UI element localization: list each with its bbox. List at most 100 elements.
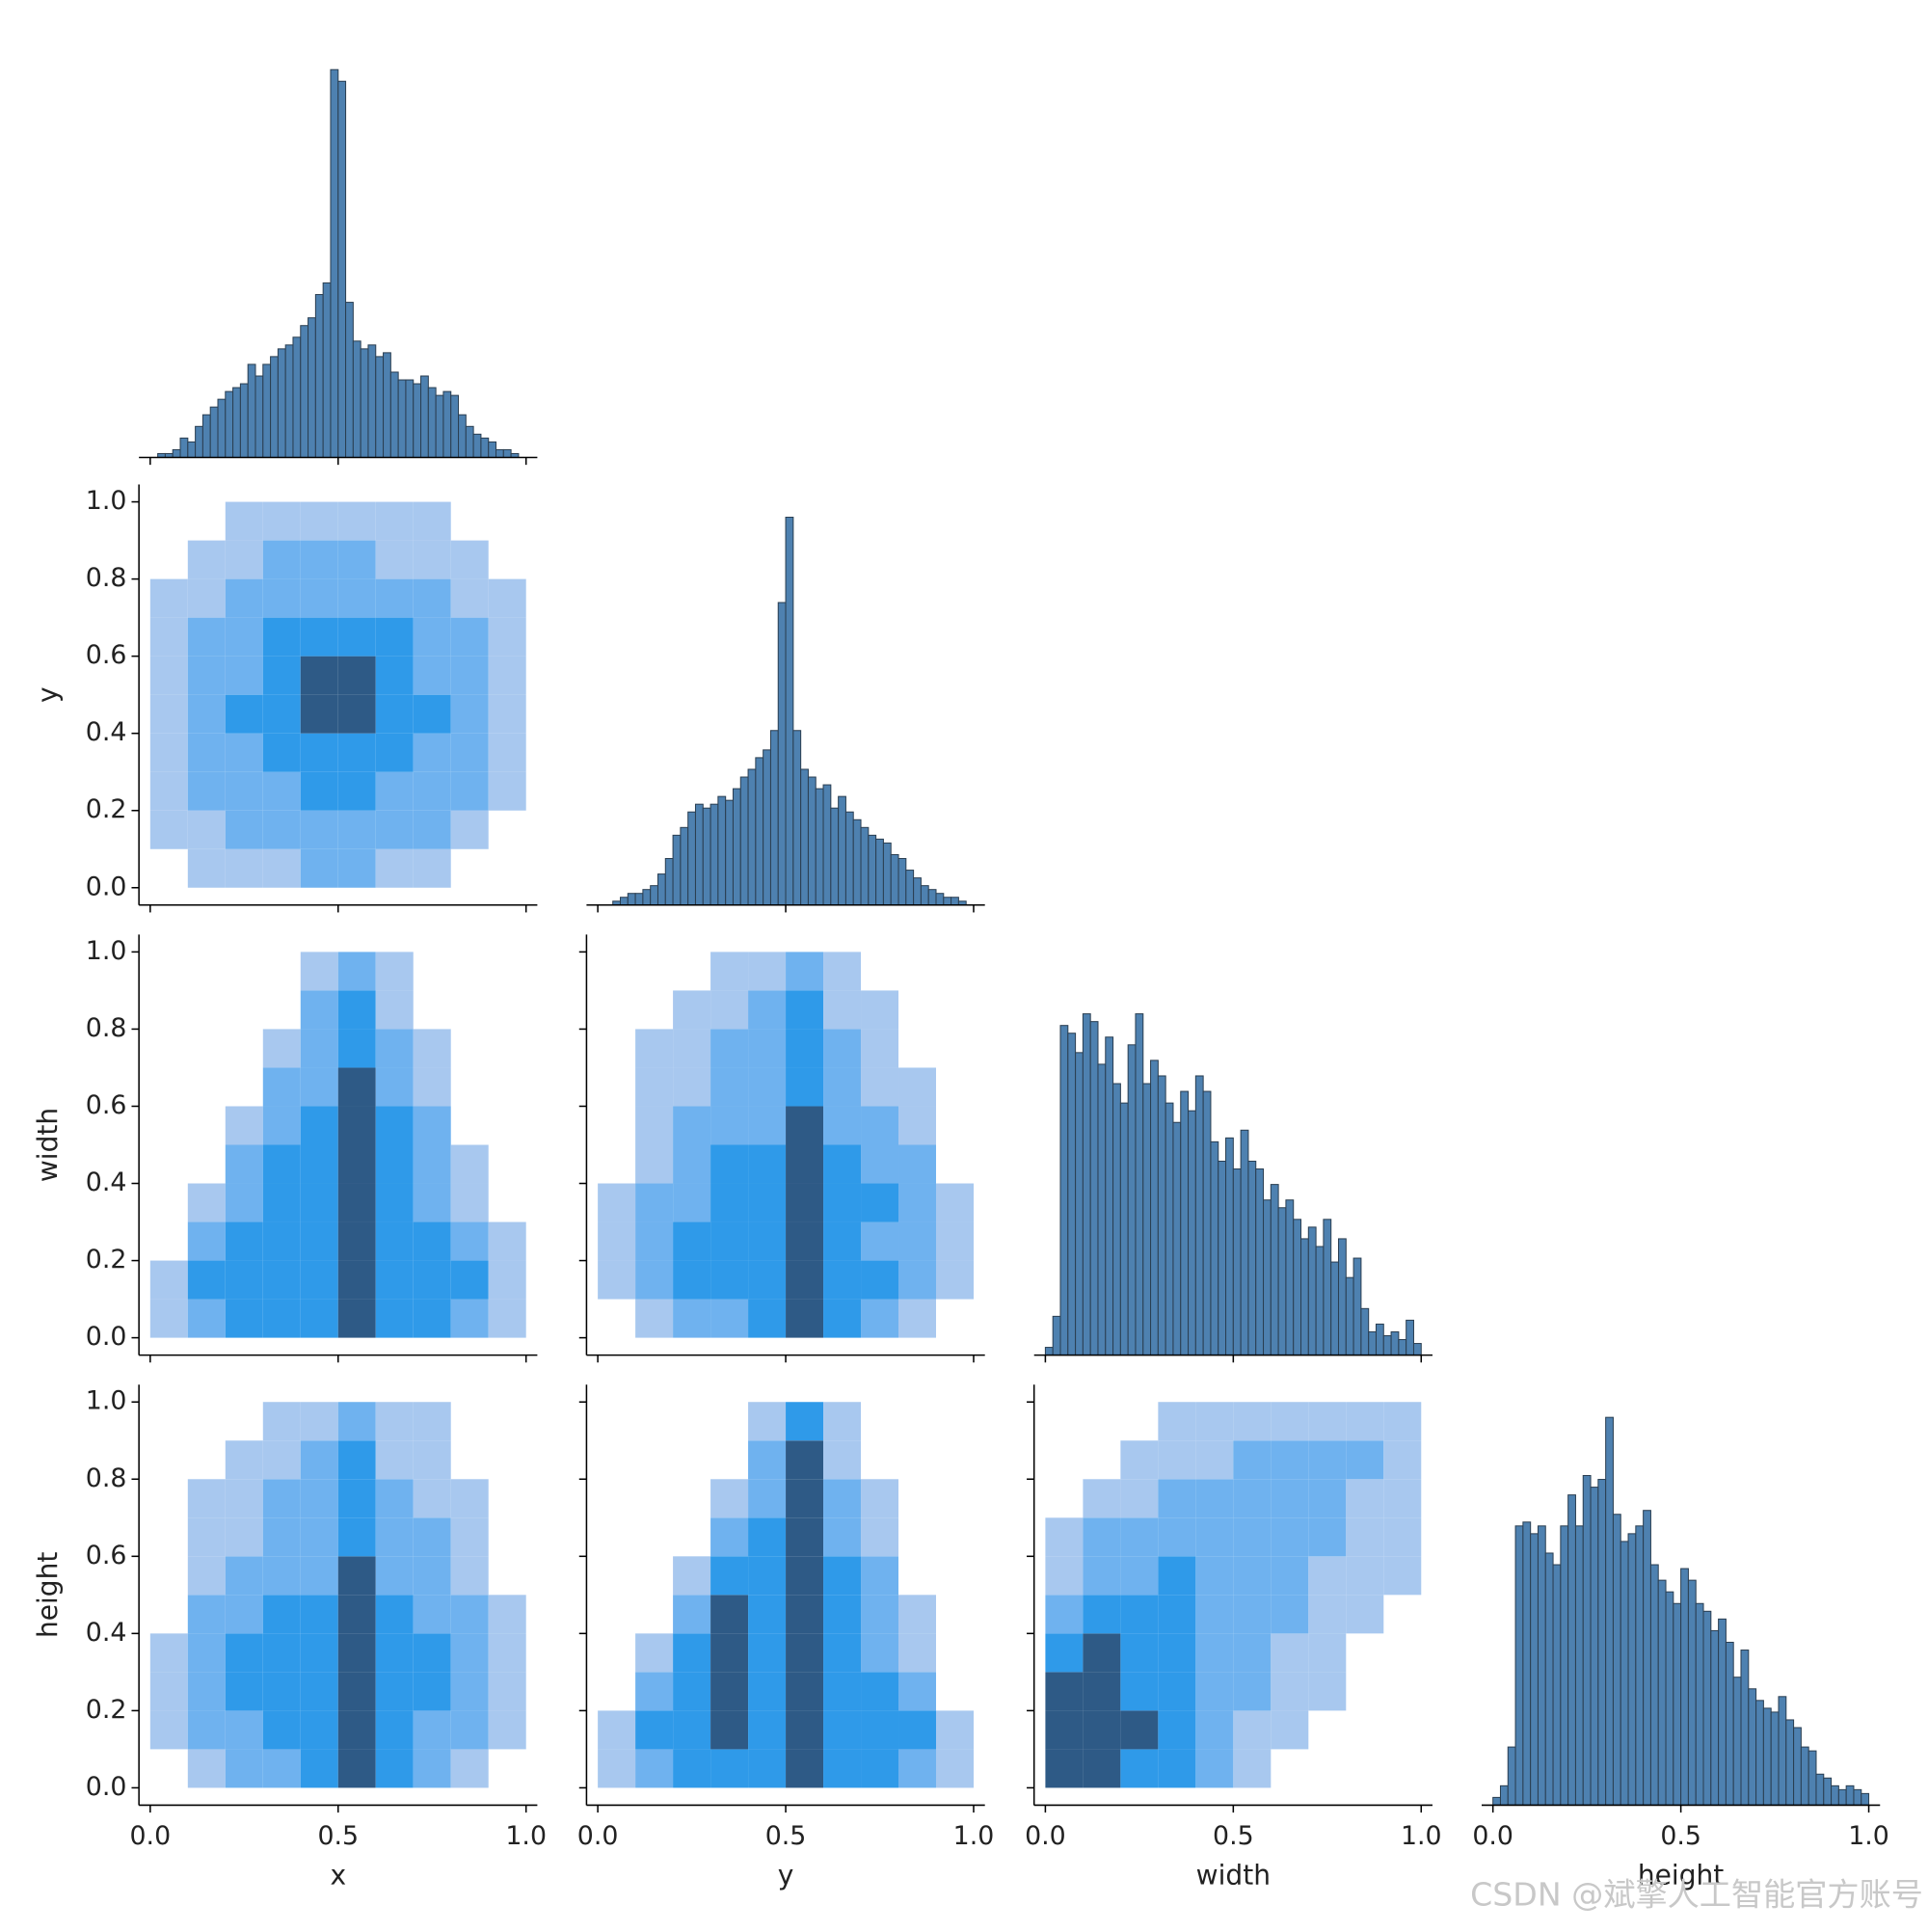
heatmap-cell [413,1183,451,1222]
heatmap-cell [823,1556,862,1596]
heatmap-cell [375,1299,414,1338]
heatmap-cell [450,617,489,657]
heatmap-cell [413,1299,451,1338]
heatmap-cell [1271,1402,1309,1441]
heatmap-cell [375,1106,414,1145]
hist-bar [1845,1784,1855,1806]
heatmap-cell [1308,1595,1347,1634]
heatmap-cell [450,1710,489,1750]
heatmap-cell [488,1595,526,1634]
hist-bar [943,897,952,906]
heatmap-cell [635,1299,674,1338]
hist-bar [1172,1121,1182,1356]
heatmap-cell [823,1479,862,1518]
heatmap-cell [413,1479,451,1518]
hist-bar [435,394,444,458]
heatmap-cell [1271,1440,1309,1480]
x-axis-label: x [330,1859,346,1891]
heatmap-cell [1120,1440,1159,1480]
hist-bar [1762,1707,1772,1806]
heatmap-cell [337,1402,376,1441]
heatmap-cell [861,1029,899,1068]
heatmap-cell [187,1595,226,1634]
y-axis-label: width [32,1108,64,1182]
heatmap-cell [635,1260,674,1300]
heatmap-cell [450,578,489,618]
heatmap-cell [710,1067,749,1107]
heatmap-cell [786,952,824,991]
hist-bar [1815,1773,1825,1806]
heatmap-cell [300,501,338,541]
heatmap-cell [149,1299,188,1338]
heatmap-cell [673,1221,711,1261]
heatmap-cell [1195,1556,1234,1596]
hist-bar [300,325,309,458]
hist-bar [232,387,241,459]
heatmap-cell [413,656,451,695]
heatmap-cell [149,1260,188,1300]
heatmap-cell [673,1672,711,1711]
heatmap-cell [300,952,338,991]
hist-bar [1853,1788,1862,1806]
hist-bar [672,834,682,906]
hist-bar [314,294,324,458]
hist-bar [1390,1330,1400,1356]
hist-bar [1574,1525,1584,1806]
hist-bar [458,414,467,458]
hist-bar [472,433,482,459]
hist-bar [1218,1160,1227,1356]
heatmap-cell [1233,1749,1272,1788]
heatmap-cell [786,1672,824,1711]
hist-bar [1785,1719,1795,1806]
heatmap-cell [262,578,301,618]
heatmap-cell [823,952,862,991]
heatmap-cell [710,1299,749,1338]
hist-bar [785,516,794,906]
heatmap-cell [1271,1595,1309,1634]
heatmap-cell [300,1106,338,1145]
heatmap-cell [786,1067,824,1107]
heatmap-cell [300,1221,338,1261]
heatmap-cell [1158,1672,1196,1711]
y-tick-label: 0.8 [86,1463,127,1493]
hist-bar [465,425,474,458]
x-tick-label: 1.0 [505,1821,547,1851]
heatmap-cell [300,617,338,657]
hist-bar [1552,1564,1562,1806]
heatmap-cell [337,810,376,849]
heatmap-cell [1158,1517,1196,1557]
heatmap-cell [1045,1710,1084,1750]
heatmap-cell [300,1067,338,1107]
hist-bar [480,437,490,459]
heatmap-cell [598,1183,636,1222]
heatmap-cell [300,1183,338,1222]
hist-bar [1360,1307,1370,1356]
heatmap-cell [413,1633,451,1673]
heatmap-cell [450,1183,489,1222]
heatmap-cell [413,1260,451,1300]
heatmap-cell [1195,1402,1234,1441]
heatmap-cell [748,1029,787,1068]
heatmap-cell [1120,1556,1159,1596]
y-tick-label: 1.0 [86,936,127,966]
heatmap-cell [187,694,226,734]
y-tick-label: 0.0 [86,1322,127,1352]
heatmap-cell [1045,1672,1084,1711]
hist-bar [1067,1033,1077,1356]
hist-bar [1649,1564,1659,1806]
heatmap-cell [786,1029,824,1068]
heatmap-cell [450,1479,489,1518]
hist-bar [397,379,407,458]
heatmap-cell [1271,1710,1309,1750]
x-axis-label: height [1638,1859,1724,1891]
hist-bar [1732,1677,1742,1806]
heatmap-cell [1271,1633,1309,1673]
heatmap-cell [149,1710,188,1750]
heatmap-cell [225,694,263,734]
heatmap-cell [748,1299,787,1338]
heatmap-cell [1346,1517,1384,1557]
hist-bar [1194,1075,1204,1356]
heatmap-cell [635,1106,674,1145]
hist-bar [1157,1075,1166,1356]
heatmap-cell [187,1710,226,1750]
